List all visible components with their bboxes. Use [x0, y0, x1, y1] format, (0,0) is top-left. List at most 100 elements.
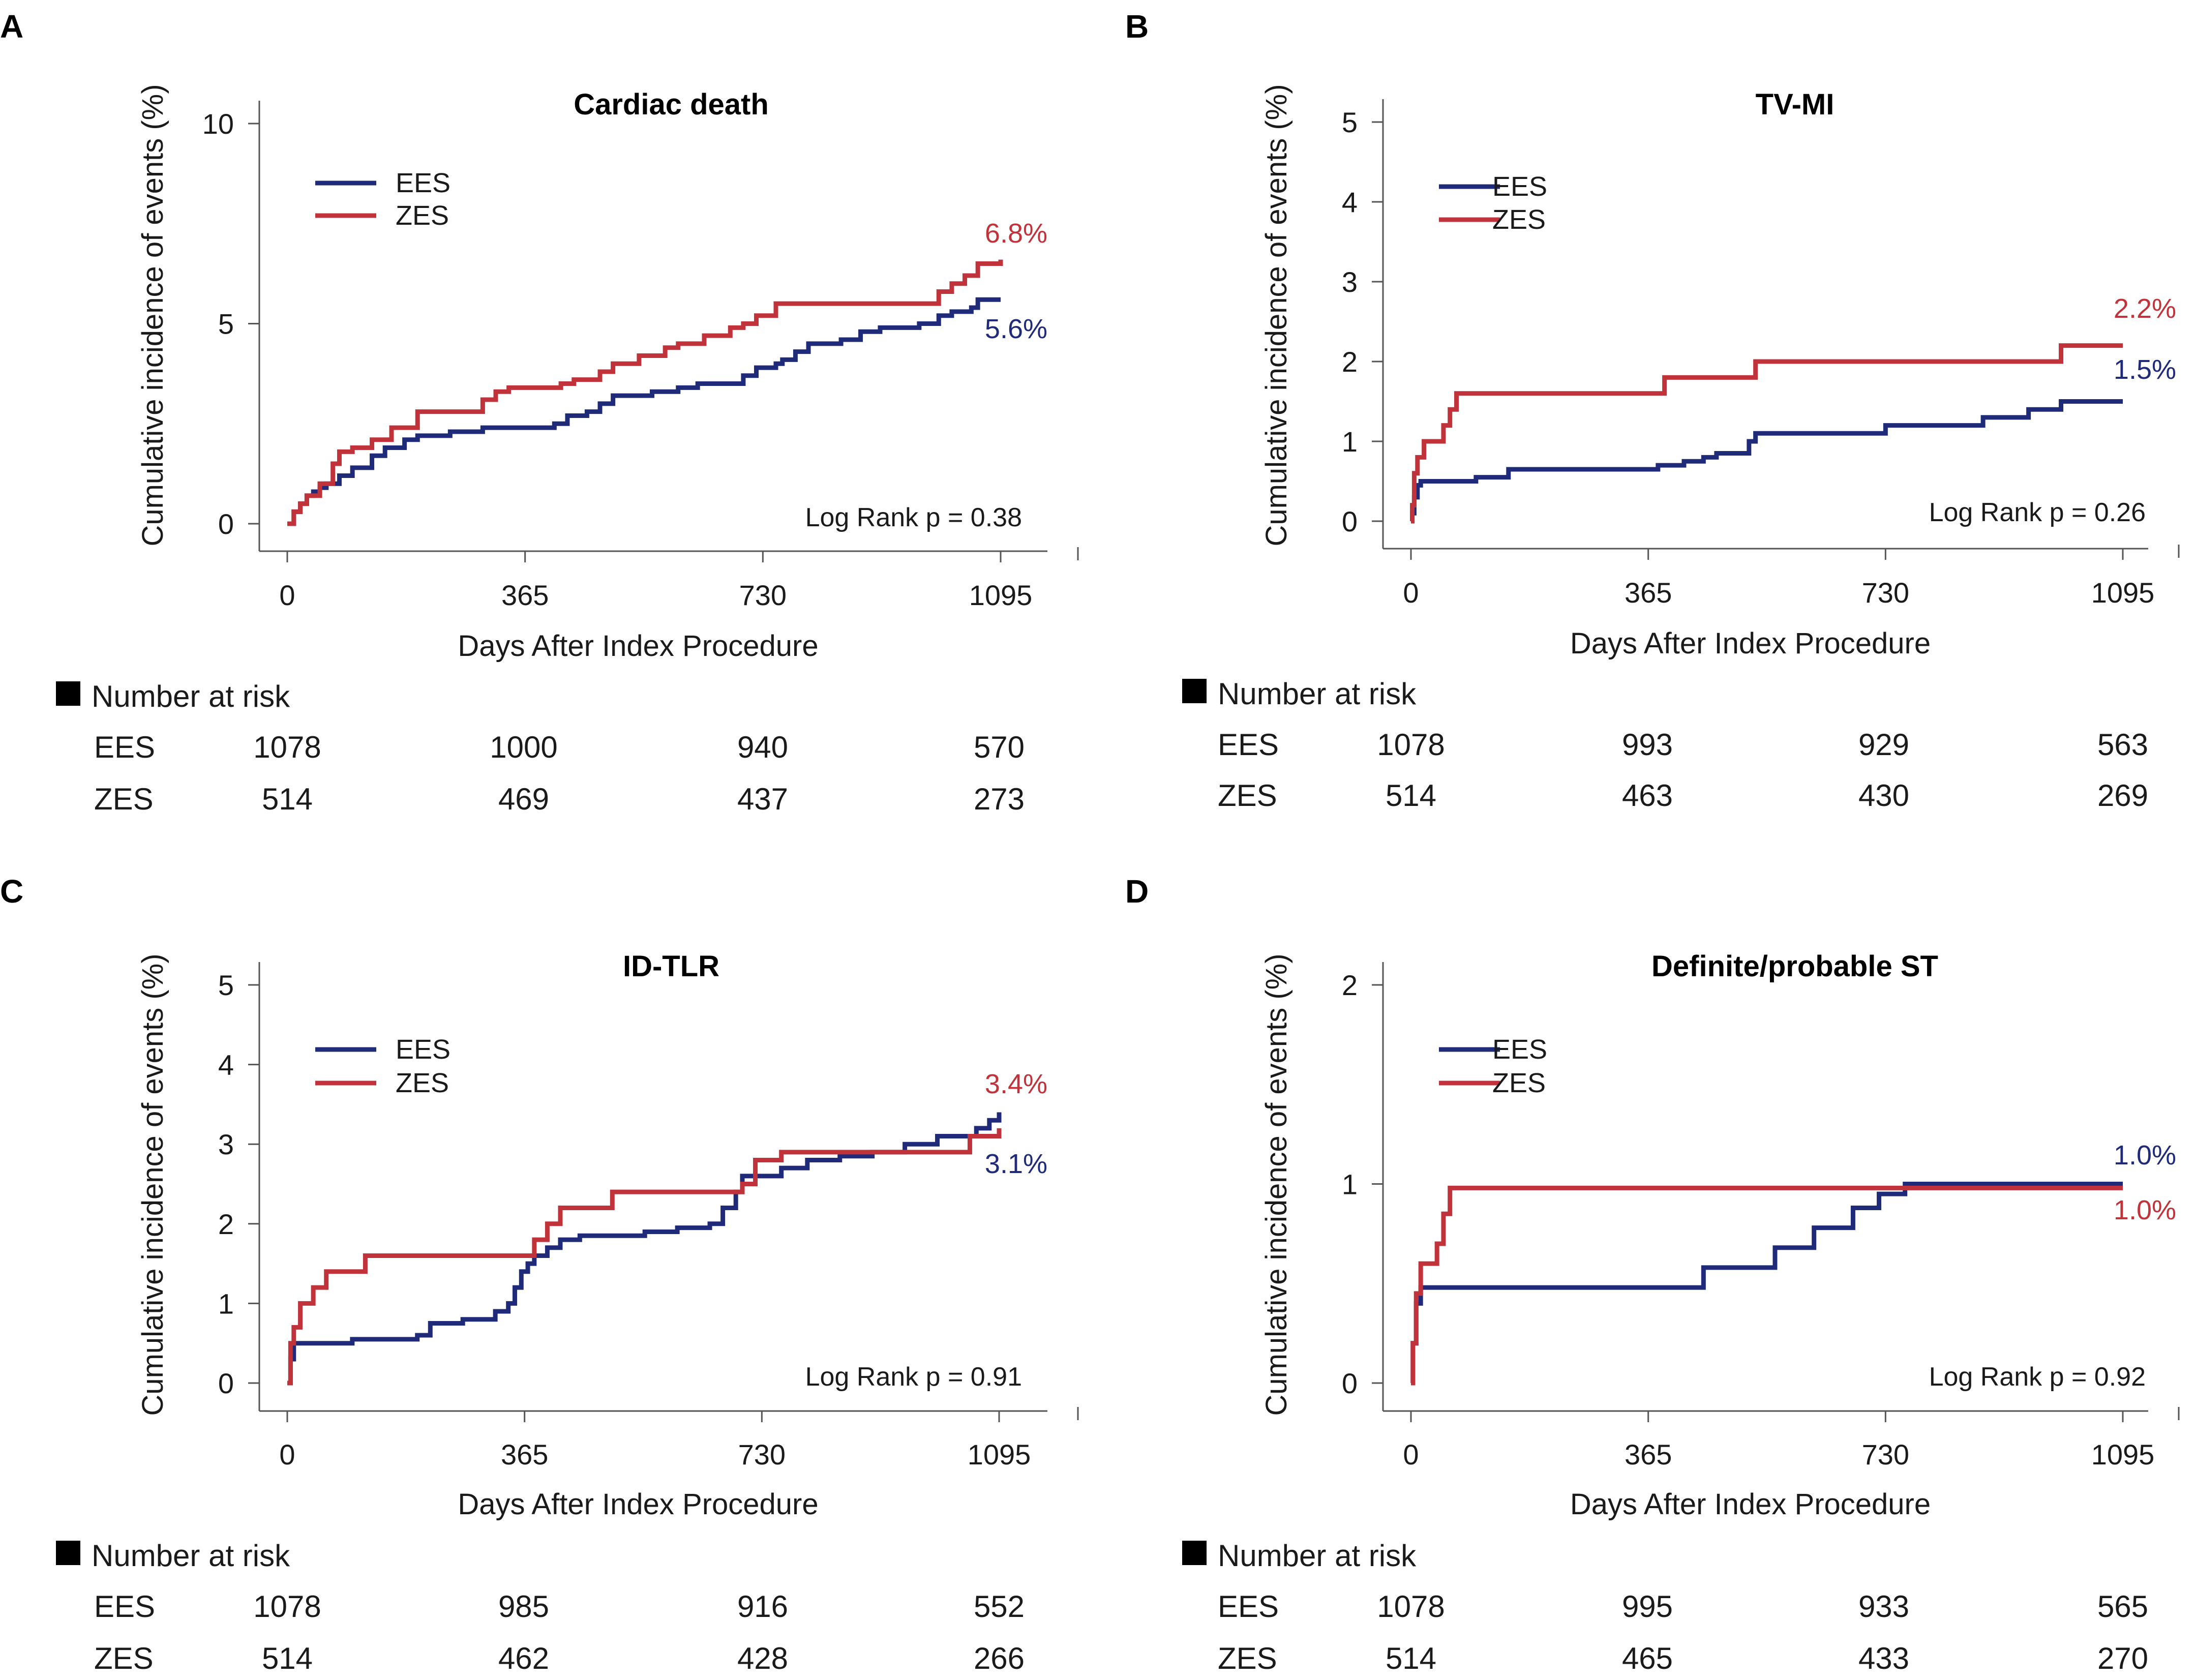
chart-title: TV-MI	[1756, 88, 1835, 121]
risk-value: 565	[2097, 1589, 2148, 1624]
y-tick-label: 5	[218, 308, 234, 340]
legend-label-zes: ZES	[1492, 204, 1546, 235]
risk-value: 514	[262, 1641, 313, 1675]
x-tick-label: 0	[1403, 577, 1419, 609]
log-rank-pvalue: Log Rank p = 0.92	[1929, 1362, 2146, 1392]
y-tick-label: 4	[218, 1049, 234, 1081]
chart-title: Definite/probable ST	[1651, 950, 1938, 983]
x-tick-label: 1095	[2091, 1438, 2155, 1471]
panel-d: D Definite/probable ST 0 1 2 0 365 730 1095 Days …	[1125, 873, 2180, 1675]
risk-row-label: ZES	[94, 1641, 154, 1675]
chart-title: Cardiac death	[574, 88, 769, 121]
end-label-ees: 3.1%	[985, 1149, 1047, 1179]
risk-table-title: Number at risk	[92, 679, 290, 713]
log-rank-pvalue: Log Rank p = 0.38	[805, 503, 1022, 532]
y-axis-label: Cumulative incidence of events (%)	[1260, 84, 1293, 546]
risk-value: 1078	[253, 730, 321, 764]
y-tick-label: 5	[1342, 106, 1358, 138]
series-line-zes	[287, 1128, 1002, 1386]
risk-value: 514	[262, 782, 313, 816]
end-label-ees: 5.6%	[985, 314, 1047, 344]
y-tick-label: 0	[1342, 505, 1358, 537]
log-rank-pvalue: Log Rank p = 0.91	[805, 1362, 1022, 1392]
series-line-zes	[1410, 343, 2123, 524]
risk-value: 995	[1622, 1589, 1673, 1624]
risk-value: 514	[1386, 1641, 1436, 1675]
risk-row-label: ZES	[94, 782, 154, 816]
x-tick-label: 730	[738, 1438, 786, 1471]
y-axis-label: Cumulative incidence of events (%)	[136, 953, 169, 1416]
chart-title: ID-TLR	[623, 950, 719, 983]
legend-label-ees: EES	[1492, 1034, 1547, 1065]
risk-value: 1000	[490, 730, 557, 764]
risk-value: 462	[498, 1641, 549, 1675]
legend-label-zes: ZES	[396, 1068, 449, 1098]
x-axis-label: Days After Index Procedure	[1570, 1488, 1931, 1521]
series-line-ees	[1410, 399, 2123, 524]
panel-letter: A	[0, 8, 23, 45]
series-line-ees	[287, 297, 1001, 526]
x-tick-label: 1095	[968, 1438, 1031, 1471]
x-tick-label: 365	[501, 1438, 548, 1471]
panel-b: B TV-MI 0 1 2 3 4 5 0 365 730 1095 Days After Index …	[1125, 8, 2180, 813]
risk-value: 463	[1622, 778, 1673, 813]
y-tick-label: 5	[218, 969, 234, 1001]
risk-table-title: Number at risk	[92, 1539, 290, 1573]
risk-value: 437	[737, 782, 788, 816]
x-tick-label: 365	[501, 579, 549, 611]
risk-value: 985	[498, 1589, 549, 1624]
square-icon	[1182, 1541, 1207, 1565]
end-label-ees: 1.0%	[2114, 1140, 2176, 1171]
y-tick-label: 2	[1342, 969, 1358, 1001]
series-line-zes	[287, 259, 1003, 526]
y-tick-label: 4	[1342, 186, 1358, 218]
risk-value: 552	[974, 1589, 1025, 1624]
risk-table-title: Number at risk	[1218, 1539, 1417, 1573]
y-axis-label: Cumulative incidence of events (%)	[136, 84, 169, 546]
legend-label-zes: ZES	[396, 200, 449, 231]
risk-row-label: EES	[1218, 1589, 1279, 1624]
y-tick-label: 1	[218, 1287, 234, 1319]
end-label-zes: 2.2%	[2114, 293, 2176, 324]
end-label-ees: 1.5%	[2114, 354, 2176, 385]
x-tick-label: 730	[1862, 577, 1909, 609]
risk-value: 1078	[1377, 1589, 1445, 1624]
risk-value: 916	[737, 1589, 788, 1624]
legend-label-ees: EES	[396, 1034, 450, 1065]
risk-value: 465	[1622, 1641, 1673, 1675]
y-tick-label: 0	[218, 508, 234, 540]
y-tick-label: 0	[218, 1367, 234, 1399]
x-tick-label: 730	[1862, 1438, 1909, 1471]
y-tick-label: 10	[202, 108, 234, 140]
x-tick-label: 1095	[2091, 577, 2155, 609]
series-line-ees	[1410, 1182, 2123, 1386]
risk-row-label: ZES	[1218, 778, 1277, 813]
risk-value: 266	[974, 1641, 1025, 1675]
end-label-zes: 1.0%	[2114, 1195, 2176, 1225]
risk-row-label: EES	[94, 730, 155, 764]
risk-table-title: Number at risk	[1218, 677, 1417, 711]
risk-value: 929	[1858, 728, 1909, 762]
risk-value: 469	[498, 782, 549, 816]
end-label-zes: 6.8%	[985, 218, 1047, 249]
y-tick-label: 2	[1342, 346, 1358, 378]
panel-letter: D	[1125, 873, 1149, 910]
x-tick-label: 0	[279, 579, 295, 611]
risk-row-label: ZES	[1218, 1641, 1277, 1675]
panel-a: A Cardiac death 0 5 10 0 365 730 1095 Days After …	[0, 8, 1079, 816]
risk-value: 269	[2097, 778, 2148, 813]
x-axis-label: Days After Index Procedure	[458, 1488, 818, 1521]
y-tick-label: 1	[1342, 426, 1358, 458]
x-axis-label: Days After Index Procedure	[458, 629, 818, 663]
y-tick-label: 1	[1342, 1168, 1358, 1201]
log-rank-pvalue: Log Rank p = 0.26	[1929, 498, 2146, 527]
y-tick-label: 2	[218, 1208, 234, 1240]
series-line-zes	[1410, 1185, 2123, 1386]
x-tick-label: 730	[739, 579, 787, 611]
y-tick-label: 3	[1342, 266, 1358, 298]
risk-value: 933	[1858, 1589, 1909, 1624]
y-axis-label: Cumulative incidence of events (%)	[1260, 953, 1293, 1416]
panel-letter: C	[0, 873, 23, 910]
risk-row-label: EES	[1218, 728, 1279, 762]
